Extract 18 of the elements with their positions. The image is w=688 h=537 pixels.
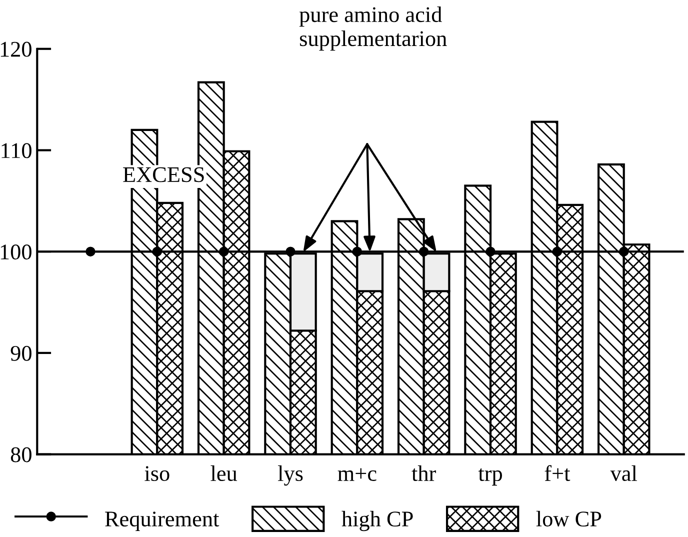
y-tick-label: 80 [10,447,32,462]
legend-label: high CP [342,510,413,532]
x-tick-label: val [610,465,637,482]
legend-label: low CP [536,510,602,527]
annotation: EXCESS [123,167,204,182]
x-tick-label: leu [210,465,238,482]
x-tick-label: thr [412,465,436,482]
x-tick-label: iso [144,466,170,482]
x-tick-label: trp [478,468,502,486]
y-tick-label: 90 [10,346,32,361]
y-tick-label: 100 [0,244,32,260]
y-tick-label: 110 [2,143,32,158]
legend-label: Requirement [105,512,220,532]
x-tick-label: lys [278,465,303,486]
annotation: pure amino acid supplementarion [299,6,447,51]
x-tick-label: f+t [544,465,570,482]
y-tick-label: 120 [0,42,32,57]
x-tick-label: m+c [338,468,376,482]
